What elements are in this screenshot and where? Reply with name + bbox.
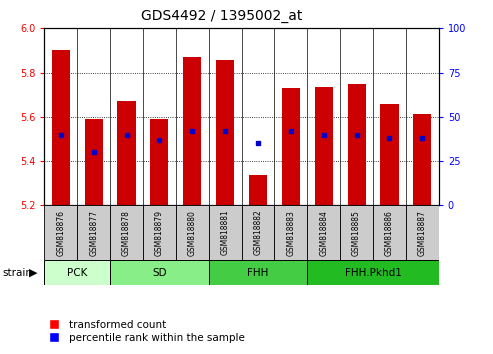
Bar	[275, 205, 307, 260]
Text: SD: SD	[152, 268, 167, 278]
Bar	[340, 205, 373, 260]
Bar	[44, 205, 77, 260]
Bar	[282, 88, 300, 205]
Text: strain: strain	[2, 268, 33, 278]
Bar	[209, 205, 242, 260]
Text: GSM818887: GSM818887	[418, 210, 427, 256]
Text: GSM818882: GSM818882	[253, 210, 262, 256]
Text: GSM818883: GSM818883	[286, 210, 295, 256]
Bar	[183, 57, 201, 205]
Text: ▶: ▶	[29, 268, 38, 278]
Bar	[242, 205, 275, 260]
Text: FHH.Pkhd1: FHH.Pkhd1	[345, 268, 401, 278]
Bar	[176, 205, 209, 260]
Text: GSM818877: GSM818877	[89, 210, 98, 256]
Bar	[249, 176, 267, 205]
Bar	[52, 50, 70, 205]
Bar	[348, 84, 366, 205]
Bar	[216, 61, 234, 205]
Bar	[373, 205, 406, 260]
Text: PCK: PCK	[67, 268, 87, 278]
Bar	[44, 260, 110, 285]
Text: GSM818880: GSM818880	[188, 210, 197, 256]
Text: GSM818878: GSM818878	[122, 210, 131, 256]
Bar	[406, 205, 439, 260]
Bar	[110, 205, 143, 260]
Bar	[209, 260, 307, 285]
Text: GSM818879: GSM818879	[155, 210, 164, 256]
Text: GSM818876: GSM818876	[56, 210, 65, 256]
Bar	[77, 205, 110, 260]
Bar	[150, 119, 169, 205]
Text: GSM818886: GSM818886	[385, 210, 394, 256]
Bar	[110, 260, 209, 285]
Text: GSM818885: GSM818885	[352, 210, 361, 256]
Text: GDS4492 / 1395002_at: GDS4492 / 1395002_at	[141, 9, 303, 23]
Text: GSM818881: GSM818881	[221, 210, 230, 256]
Bar	[117, 101, 136, 205]
Text: GSM818884: GSM818884	[319, 210, 328, 256]
Bar	[413, 114, 431, 205]
Bar	[143, 205, 176, 260]
Bar	[307, 260, 439, 285]
Bar	[85, 119, 103, 205]
Legend: transformed count, percentile rank within the sample: transformed count, percentile rank withi…	[40, 315, 249, 347]
Bar	[381, 103, 398, 205]
Bar	[315, 87, 333, 205]
Bar	[307, 205, 340, 260]
Text: FHH: FHH	[247, 268, 269, 278]
